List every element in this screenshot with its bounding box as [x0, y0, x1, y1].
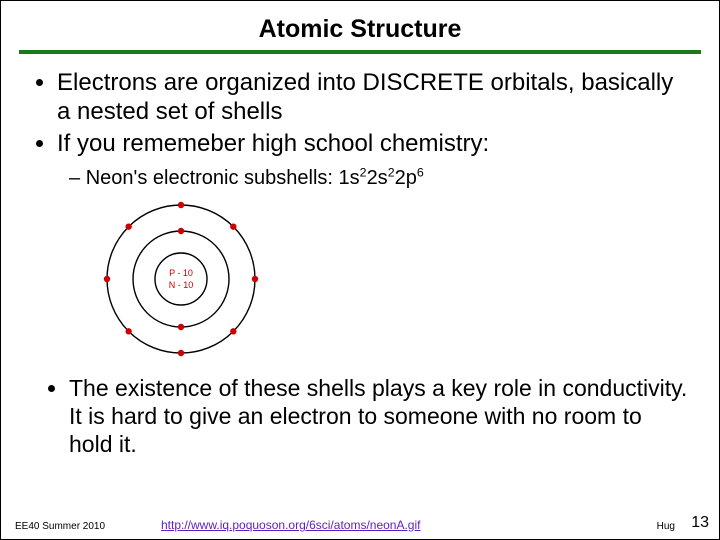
electron: [178, 202, 184, 208]
list-item: Electrons are organized into DISCRETE or…: [57, 68, 691, 127]
top-bullet-list: Electrons are organized into DISCRETE or…: [1, 68, 719, 158]
title-underline: [19, 50, 701, 54]
atom-diagram-container: P - 10 N - 10: [1, 199, 719, 364]
config-2p: 2p: [395, 167, 417, 189]
footer-source-link[interactable]: http://www.iq.poquoson.org/6sci/atoms/ne…: [161, 518, 420, 532]
nucleus-protons: P - 10: [169, 268, 193, 278]
config-2s: 2s: [367, 167, 388, 189]
electron: [230, 328, 236, 334]
sub-bullet-list: Neon's electronic subshells: 1s22s22p6: [1, 160, 719, 191]
sub-prefix: Neon's electronic subshells:: [86, 167, 339, 189]
footer-author: Hug: [657, 521, 675, 532]
config-2s-exp: 2: [388, 165, 395, 179]
atom-diagram: P - 10 N - 10: [101, 199, 421, 359]
nucleus-neutrons: N - 10: [169, 280, 194, 290]
list-item: The existence of these shells plays a ke…: [69, 374, 689, 458]
bottom-bullet-list: The existence of these shells plays a ke…: [1, 364, 719, 458]
shell-2: [133, 231, 229, 327]
sub-list-item: Neon's electronic subshells: 1s22s22p6: [69, 166, 719, 191]
electron: [252, 276, 258, 282]
slide-footer: EE40 Summer 2010 http://www.iq.poquoson.…: [1, 512, 719, 532]
electron: [178, 228, 184, 234]
electron: [125, 328, 131, 334]
electron: [125, 223, 131, 229]
config-1s-exp: 2: [360, 165, 367, 179]
electron: [178, 350, 184, 356]
electron: [178, 324, 184, 330]
page-title: Atomic Structure: [1, 1, 719, 50]
list-item: If you rememeber high school chemistry:: [57, 129, 691, 158]
footer-page-number: 13: [691, 514, 709, 532]
config-1s: 1s: [339, 167, 360, 189]
shell-1-nucleus: [155, 253, 207, 305]
config-2p-exp: 6: [417, 165, 424, 179]
footer-course: EE40 Summer 2010: [15, 521, 105, 532]
electron: [230, 223, 236, 229]
electron: [104, 276, 110, 282]
